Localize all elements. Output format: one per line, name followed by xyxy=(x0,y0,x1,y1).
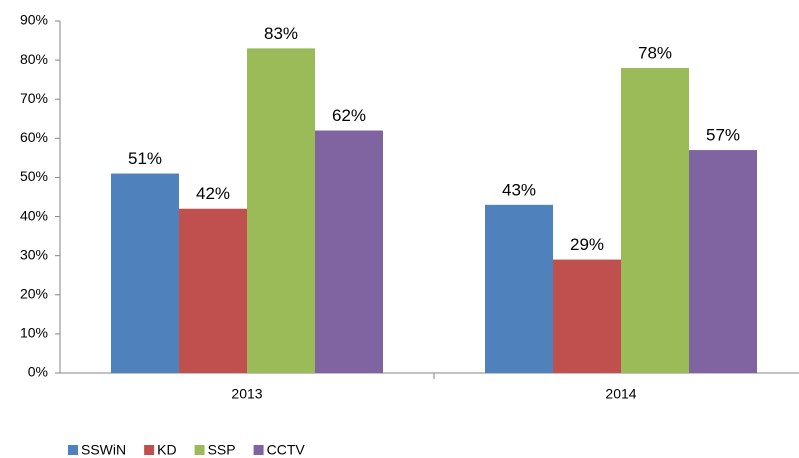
y-tick-label: 50% xyxy=(20,168,48,184)
y-tick-label: 60% xyxy=(20,129,48,145)
bar xyxy=(621,67,689,373)
value-label: 43% xyxy=(502,180,536,199)
bar xyxy=(689,150,757,373)
value-label: 42% xyxy=(196,184,230,203)
bar xyxy=(485,204,553,373)
value-label: 29% xyxy=(570,235,604,254)
y-tick-label: 10% xyxy=(20,325,48,341)
x-tick-label: 2014 xyxy=(605,386,636,402)
bar xyxy=(247,48,315,373)
legend-swatch xyxy=(144,445,155,455)
legend-label: CCTV xyxy=(267,442,306,458)
bar xyxy=(315,130,383,373)
y-tick-label: 90% xyxy=(20,12,48,28)
value-label: 51% xyxy=(128,149,162,168)
y-tick-label: 40% xyxy=(20,207,48,223)
legend-swatch xyxy=(253,445,264,455)
bar xyxy=(179,208,247,373)
value-label: 57% xyxy=(706,126,740,145)
y-tick-label: 20% xyxy=(20,285,48,301)
value-label: 83% xyxy=(264,24,298,43)
legend-label: SSWiN xyxy=(81,442,126,458)
legend-label: KD xyxy=(157,442,176,458)
y-tick-label: 0% xyxy=(28,364,48,380)
y-tick-label: 80% xyxy=(20,51,48,67)
legend-label: SSP xyxy=(208,442,236,458)
bar xyxy=(111,173,179,373)
y-tick-label: 30% xyxy=(20,246,48,262)
y-tick-label: 70% xyxy=(20,90,48,106)
bar xyxy=(553,259,621,373)
value-label: 78% xyxy=(638,43,672,62)
x-tick-label: 2013 xyxy=(231,386,262,402)
legend-swatch xyxy=(194,445,205,455)
value-label: 62% xyxy=(332,106,366,125)
legend-swatch xyxy=(68,445,78,455)
